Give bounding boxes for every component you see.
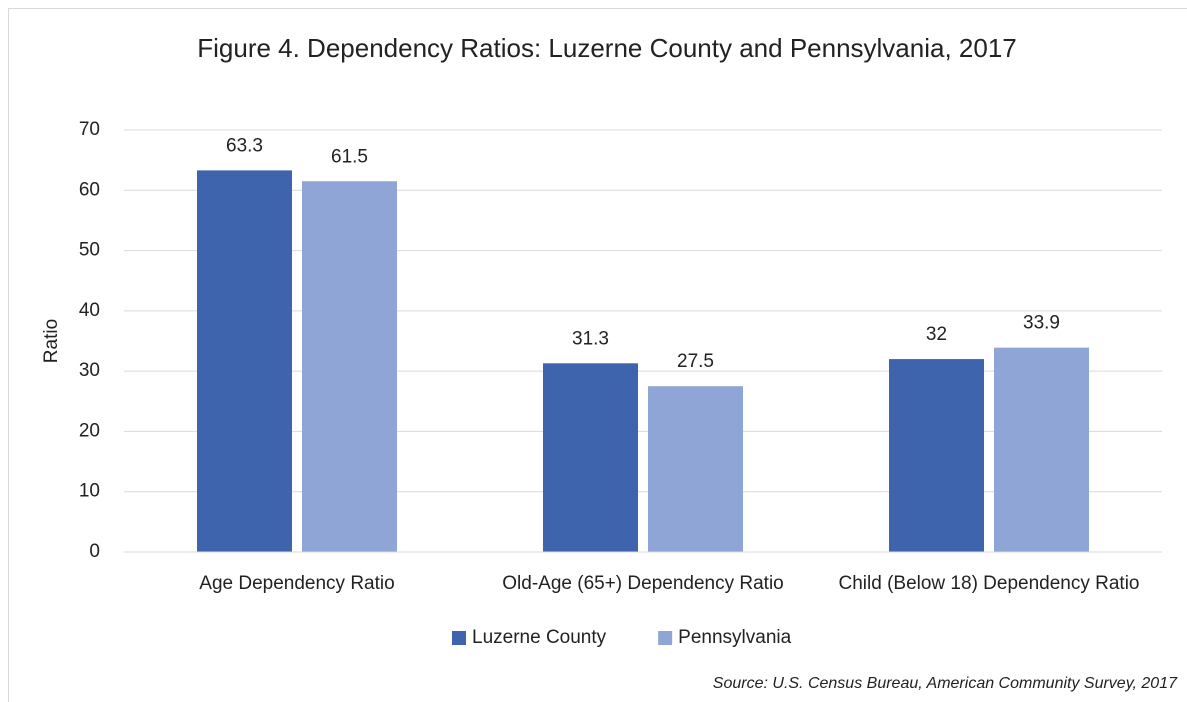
data-label: 63.3 <box>226 135 263 156</box>
legend-label: Pennsylvania <box>678 627 791 648</box>
bar <box>994 347 1089 552</box>
bar <box>197 170 292 553</box>
y-tick-label: 70 <box>79 119 100 140</box>
y-axis-label: Ratio <box>41 319 62 363</box>
data-label: 27.5 <box>677 351 714 372</box>
y-tick-label: 20 <box>79 420 100 441</box>
y-tick-label: 10 <box>79 481 100 502</box>
chart-border <box>8 8 1187 702</box>
bar <box>543 363 638 552</box>
y-tick-label: 60 <box>79 179 100 200</box>
y-tick-label: 50 <box>79 240 100 261</box>
data-label: 32 <box>926 324 947 345</box>
x-tick-label: Old-Age (65+) Dependency Ratio <box>502 573 783 594</box>
data-label: 61.5 <box>331 146 368 167</box>
data-label: 31.3 <box>572 328 609 349</box>
bar <box>302 181 397 552</box>
source-note: Source: U.S. Census Bureau, American Com… <box>713 675 1178 692</box>
legend-swatch <box>452 631 466 645</box>
legend-swatch <box>658 631 673 645</box>
x-tick-label: Child (Below 18) Dependency Ratio <box>839 573 1140 594</box>
chart-title: Figure 4. Dependency Ratios: Luzerne Cou… <box>197 33 1017 63</box>
bar <box>648 386 743 552</box>
y-tick-label: 30 <box>79 360 100 381</box>
x-tick-label: Age Dependency Ratio <box>199 573 394 594</box>
data-label: 33.9 <box>1023 313 1060 334</box>
y-tick-label: 40 <box>79 300 100 321</box>
bar <box>889 359 984 552</box>
legend-label: Luzerne County <box>472 627 607 648</box>
y-tick-label: 0 <box>89 541 100 562</box>
